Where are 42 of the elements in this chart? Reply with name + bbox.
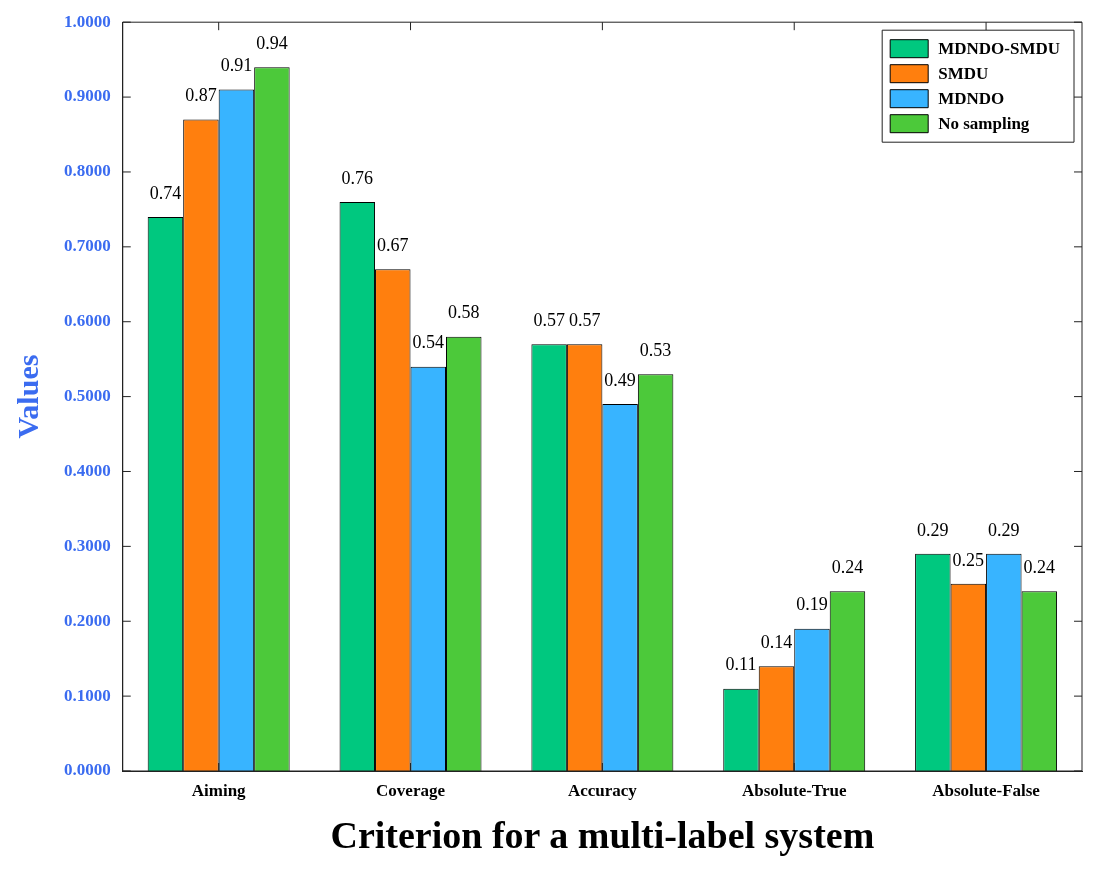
data-label: 0.57 [533, 309, 565, 330]
data-label: 0.14 [760, 631, 793, 652]
y-tick-label: 0.5000 [64, 385, 111, 405]
y-tick-label: 0.6000 [64, 311, 111, 331]
data-label: 0.94 [256, 32, 288, 53]
data-label: 0.91 [220, 55, 253, 76]
y-tick-label: 0.9000 [64, 86, 111, 106]
data-label: 0.87 [185, 85, 217, 106]
y-tick-label: 0.4000 [64, 460, 111, 480]
y-tick-label: 0.0000 [64, 760, 111, 780]
data-label: 0.24 [831, 557, 864, 578]
legend-label: MDNDO-SMDU [938, 39, 1061, 59]
x-tick-label: Aiming [191, 780, 247, 800]
x-axis-title: Criterion for a multi-label system [330, 814, 875, 857]
y-tick-label: 0.3000 [64, 535, 111, 555]
y-tick-label: 1.0000 [64, 11, 111, 31]
y-tick-label: 0.2000 [64, 610, 111, 630]
data-label: 0.54 [412, 332, 445, 353]
data-label: 0.57 [568, 309, 601, 330]
data-label: 0.29 [988, 519, 1020, 540]
data-label: 0.25 [952, 549, 985, 570]
data-label: 0.11 [725, 654, 757, 675]
data-label: 0.29 [917, 519, 949, 540]
x-tick-label: Absolute-True [741, 780, 847, 800]
y-tick-label: 0.7000 [64, 236, 111, 256]
data-label: 0.19 [796, 594, 828, 615]
legend-label: No sampling [938, 114, 1030, 134]
y-tick-label: 0.8000 [64, 161, 111, 181]
data-label: 0.58 [448, 302, 480, 323]
x-tick-label: Accuracy [567, 780, 638, 800]
data-label: 0.24 [1023, 557, 1056, 578]
y-axis-title: Values [10, 354, 44, 439]
data-label: 0.74 [149, 182, 182, 203]
data-label: 0.49 [604, 369, 636, 390]
legend-label: MDNDO [938, 89, 1005, 109]
x-tick-label: Absolute-False [932, 780, 1041, 800]
legend-label: SMDU [938, 64, 989, 84]
y-tick-label: 0.1000 [64, 685, 111, 705]
data-label: 0.67 [377, 235, 409, 256]
data-label: 0.76 [341, 167, 374, 188]
x-tick-label: Coverage [376, 780, 446, 800]
data-label: 0.53 [639, 339, 672, 360]
